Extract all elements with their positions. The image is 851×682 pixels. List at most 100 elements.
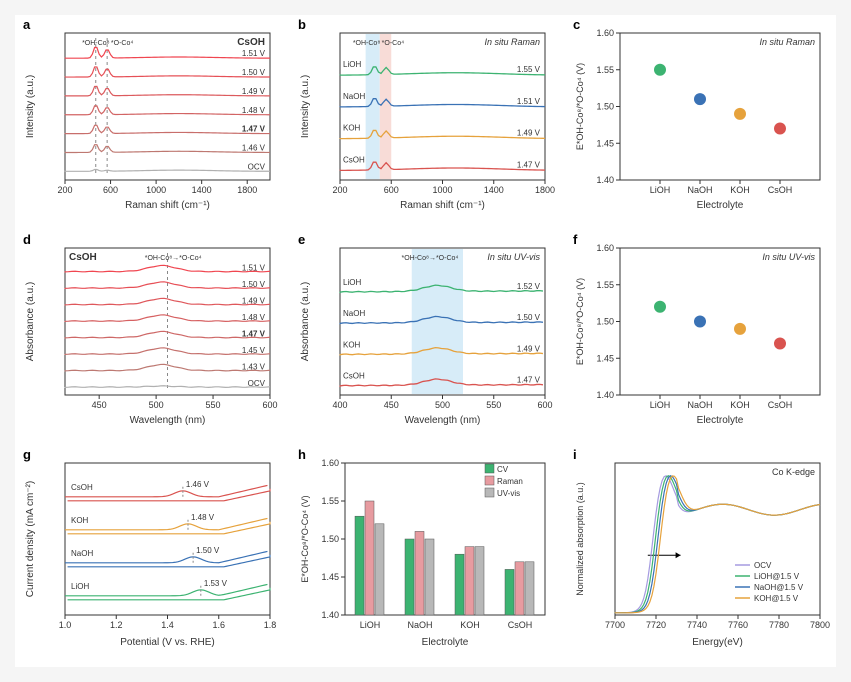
svg-text:Current density (mA cm⁻²): Current density (mA cm⁻²) <box>25 481 36 597</box>
svg-text:1.60: 1.60 <box>596 28 614 38</box>
figure-container: a 200600100014001800Raman shift (cm⁻¹)In… <box>15 15 836 667</box>
svg-text:1.43 V: 1.43 V <box>242 363 266 372</box>
svg-text:Raman shift (cm⁻¹): Raman shift (cm⁻¹) <box>400 200 485 211</box>
svg-text:1.50 V: 1.50 V <box>196 546 220 555</box>
svg-text:500: 500 <box>435 400 450 410</box>
svg-text:200: 200 <box>57 185 72 195</box>
svg-text:1.40: 1.40 <box>596 175 614 185</box>
svg-text:450: 450 <box>384 400 399 410</box>
svg-text:1.49 V: 1.49 V <box>517 344 541 353</box>
svg-text:1.55: 1.55 <box>321 496 339 506</box>
panel-i-chart: 770077207740776077807800Energy(eV)Normal… <box>565 445 835 655</box>
svg-text:1.55 V: 1.55 V <box>517 65 541 74</box>
svg-text:Intensity (a.u.): Intensity (a.u.) <box>300 75 311 138</box>
svg-text:1.46 V: 1.46 V <box>186 480 210 489</box>
panel-h: h 1.401.451.501.551.60E*OH-Co⁸/*O-Co⁴ (V… <box>290 445 560 655</box>
svg-text:1.53 V: 1.53 V <box>204 579 228 588</box>
panel-a: a 200600100014001800Raman shift (cm⁻¹)In… <box>15 15 285 215</box>
svg-text:CsOH: CsOH <box>343 372 365 381</box>
panel-g: g 1.01.21.41.61.8Potential (V vs. RHE)Cu… <box>15 445 285 655</box>
svg-text:E*OH-Co⁸/*O-Co⁴ (V): E*OH-Co⁸/*O-Co⁴ (V) <box>575 278 585 365</box>
svg-text:1.60: 1.60 <box>321 458 339 468</box>
svg-text:Potential (V vs. RHE): Potential (V vs. RHE) <box>120 637 214 648</box>
svg-text:Electrolyte: Electrolyte <box>697 415 744 426</box>
svg-text:OCV: OCV <box>248 379 266 388</box>
svg-text:1800: 1800 <box>535 185 555 195</box>
svg-text:1.48 V: 1.48 V <box>191 513 215 522</box>
svg-text:NaOH: NaOH <box>407 620 432 630</box>
svg-text:In situ UV-vis: In situ UV-vis <box>762 252 815 262</box>
svg-text:1.49 V: 1.49 V <box>242 87 266 96</box>
svg-text:1.45 V: 1.45 V <box>242 346 266 355</box>
svg-text:1.48 V: 1.48 V <box>242 313 266 322</box>
svg-text:1.47 V: 1.47 V <box>517 160 541 169</box>
svg-text:In situ UV-vis: In situ UV-vis <box>487 252 540 262</box>
svg-text:CsOH: CsOH <box>343 155 365 164</box>
panel-b: b 200600100014001800Raman shift (cm⁻¹)In… <box>290 15 560 215</box>
svg-text:LiOH: LiOH <box>71 582 89 591</box>
svg-text:CsOH: CsOH <box>69 252 97 263</box>
svg-text:1000: 1000 <box>432 185 452 195</box>
svg-text:CsOH: CsOH <box>768 185 793 195</box>
svg-text:KOH@1.5 V: KOH@1.5 V <box>754 594 799 603</box>
svg-text:*OH-Co⁸ *O-Co⁴: *OH-Co⁸ *O-Co⁴ <box>353 40 404 47</box>
svg-text:1.40: 1.40 <box>596 390 614 400</box>
svg-text:Energy(eV): Energy(eV) <box>692 637 743 648</box>
svg-text:KOH: KOH <box>71 516 89 525</box>
svg-text:Electrolyte: Electrolyte <box>697 200 744 211</box>
svg-text:1.60: 1.60 <box>596 243 614 253</box>
svg-text:1.47 V: 1.47 V <box>242 125 266 134</box>
svg-text:KOH: KOH <box>343 340 361 349</box>
svg-text:Wavelength (nm): Wavelength (nm) <box>405 415 481 426</box>
svg-text:7740: 7740 <box>687 620 707 630</box>
panel-d: d 450500550600Wavelength (nm)Absorbance … <box>15 230 285 430</box>
svg-text:1.52 V: 1.52 V <box>517 282 541 291</box>
svg-text:KOH: KOH <box>343 124 361 133</box>
svg-text:Raman: Raman <box>497 477 523 486</box>
panel-b-chart: 200600100014001800Raman shift (cm⁻¹)Inte… <box>290 15 560 215</box>
svg-text:LiOH: LiOH <box>343 60 361 69</box>
svg-text:Co K-edge: Co K-edge <box>772 467 815 477</box>
svg-text:1.6: 1.6 <box>212 620 225 630</box>
svg-text:NaOH@1.5 V: NaOH@1.5 V <box>754 583 804 592</box>
svg-text:Normalized absorption (a.u.): Normalized absorption (a.u.) <box>575 482 585 596</box>
svg-text:1.8: 1.8 <box>264 620 277 630</box>
svg-text:Electrolyte: Electrolyte <box>422 637 469 648</box>
svg-text:1.0: 1.0 <box>59 620 72 630</box>
svg-text:600: 600 <box>103 185 118 195</box>
svg-text:1.49 V: 1.49 V <box>242 297 266 306</box>
svg-text:450: 450 <box>92 400 107 410</box>
panel-f: f 1.401.451.501.551.60LiOHNaOHKOHCsOHEle… <box>565 230 835 430</box>
panel-h-chart: 1.401.451.501.551.60E*OH-Co⁸/*O-Co⁴ (V)E… <box>290 445 560 655</box>
svg-text:1800: 1800 <box>237 185 257 195</box>
svg-text:NaOH: NaOH <box>343 92 365 101</box>
svg-text:1000: 1000 <box>146 185 166 195</box>
svg-text:1.51 V: 1.51 V <box>242 264 266 273</box>
svg-text:1.45: 1.45 <box>596 138 614 148</box>
svg-text:400: 400 <box>332 400 347 410</box>
svg-text:7800: 7800 <box>810 620 830 630</box>
panel-e: e 400450500550600Wavelength (nm)Absorban… <box>290 230 560 430</box>
panel-a-chart: 200600100014001800Raman shift (cm⁻¹)Inte… <box>15 15 285 215</box>
svg-text:E*OH-Co⁸/*O-Co⁴ (V): E*OH-Co⁸/*O-Co⁴ (V) <box>300 495 310 582</box>
panel-e-chart: 400450500550600Wavelength (nm)Absorbance… <box>290 230 560 430</box>
svg-text:LiOH: LiOH <box>650 185 671 195</box>
svg-text:CsOH: CsOH <box>237 37 265 48</box>
panel-d-chart: 450500550600Wavelength (nm)Absorbance (a… <box>15 230 285 430</box>
svg-text:7720: 7720 <box>646 620 666 630</box>
svg-text:LiOH: LiOH <box>343 278 361 287</box>
svg-text:1.51 V: 1.51 V <box>242 49 266 58</box>
svg-text:600: 600 <box>384 185 399 195</box>
svg-text:1.50: 1.50 <box>321 534 339 544</box>
svg-text:OCV: OCV <box>754 561 772 570</box>
svg-text:KOH: KOH <box>460 620 480 630</box>
panel-i: i 770077207740776077807800Energy(eV)Norm… <box>565 445 835 655</box>
svg-text:1.49 V: 1.49 V <box>517 129 541 138</box>
svg-text:Raman shift (cm⁻¹): Raman shift (cm⁻¹) <box>125 200 210 211</box>
svg-text:1.46 V: 1.46 V <box>242 143 266 152</box>
svg-text:NaOH: NaOH <box>687 185 712 195</box>
svg-text:NaOH: NaOH <box>687 400 712 410</box>
svg-text:600: 600 <box>262 400 277 410</box>
svg-text:UV-vis: UV-vis <box>497 489 520 498</box>
svg-text:1.50: 1.50 <box>596 317 614 327</box>
